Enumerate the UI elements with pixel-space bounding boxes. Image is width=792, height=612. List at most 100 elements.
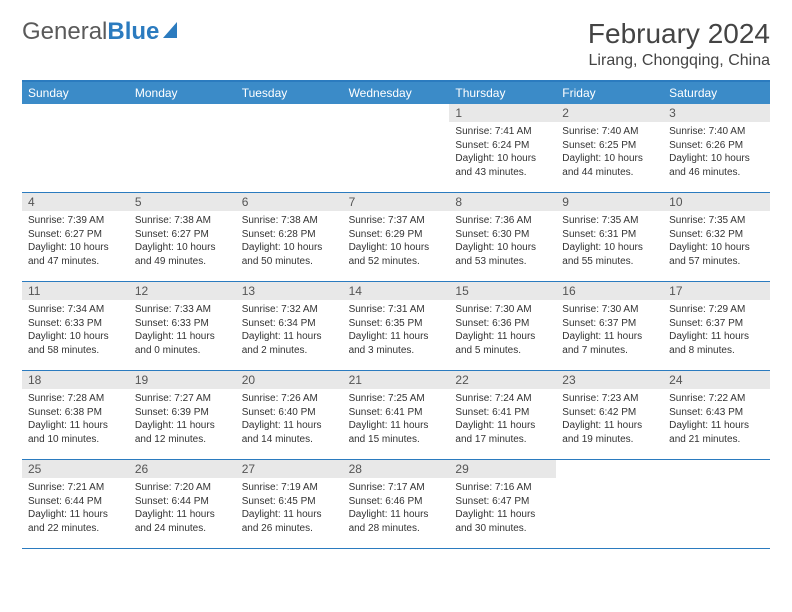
day-body: Sunrise: 7:35 AMSunset: 6:31 PMDaylight:… [556,211,663,274]
weekday-sunday: Sunday [22,82,129,104]
day-22: 22Sunrise: 7:24 AMSunset: 6:41 PMDayligh… [449,371,556,459]
day-number: 19 [129,371,236,389]
day-number: 23 [556,371,663,389]
sunrise: Sunrise: 7:27 AM [135,392,230,406]
sunset: Sunset: 6:36 PM [455,317,550,331]
day-body: Sunrise: 7:30 AMSunset: 6:36 PMDaylight:… [449,300,556,363]
sunrise: Sunrise: 7:25 AM [349,392,444,406]
location: Lirang, Chongqing, China [588,52,770,70]
sunrise: Sunrise: 7:28 AM [28,392,123,406]
daylight: Daylight: 11 hours and 17 minutes. [455,419,550,446]
daylight: Daylight: 11 hours and 22 minutes. [28,508,123,535]
sunrise: Sunrise: 7:32 AM [242,303,337,317]
sunrise: Sunrise: 7:38 AM [242,214,337,228]
day-body: Sunrise: 7:25 AMSunset: 6:41 PMDaylight:… [343,389,450,452]
daylight: Daylight: 11 hours and 30 minutes. [455,508,550,535]
logo-text: GeneralBlue [22,18,159,46]
sunset: Sunset: 6:33 PM [28,317,123,331]
sunset: Sunset: 6:40 PM [242,406,337,420]
daylight: Daylight: 11 hours and 24 minutes. [135,508,230,535]
day-number: 17 [663,282,770,300]
day-body: Sunrise: 7:37 AMSunset: 6:29 PMDaylight:… [343,211,450,274]
daylight: Daylight: 11 hours and 5 minutes. [455,330,550,357]
sunset: Sunset: 6:28 PM [242,228,337,242]
daylight: Daylight: 10 hours and 43 minutes. [455,152,550,179]
day-number: 14 [343,282,450,300]
weekday-saturday: Saturday [663,82,770,104]
daylight: Daylight: 10 hours and 58 minutes. [28,330,123,357]
sunrise: Sunrise: 7:19 AM [242,481,337,495]
daylight: Daylight: 10 hours and 53 minutes. [455,241,550,268]
day-empty [556,460,663,548]
day-9: 9Sunrise: 7:35 AMSunset: 6:31 PMDaylight… [556,193,663,281]
sunrise: Sunrise: 7:23 AM [562,392,657,406]
day-5: 5Sunrise: 7:38 AMSunset: 6:27 PMDaylight… [129,193,236,281]
day-number: 15 [449,282,556,300]
daylight: Daylight: 10 hours and 44 minutes. [562,152,657,179]
logo: GeneralBlue [22,18,177,46]
daylight: Daylight: 11 hours and 2 minutes. [242,330,337,357]
sunrise: Sunrise: 7:40 AM [562,125,657,139]
day-6: 6Sunrise: 7:38 AMSunset: 6:28 PMDaylight… [236,193,343,281]
weekday-monday: Monday [129,82,236,104]
sunset: Sunset: 6:44 PM [28,495,123,509]
day-8: 8Sunrise: 7:36 AMSunset: 6:30 PMDaylight… [449,193,556,281]
sunrise: Sunrise: 7:34 AM [28,303,123,317]
weekday-tuesday: Tuesday [236,82,343,104]
daylight: Daylight: 10 hours and 46 minutes. [669,152,764,179]
daylight: Daylight: 11 hours and 19 minutes. [562,419,657,446]
day-body: Sunrise: 7:26 AMSunset: 6:40 PMDaylight:… [236,389,343,452]
sunset: Sunset: 6:35 PM [349,317,444,331]
day-empty [236,104,343,192]
sunrise: Sunrise: 7:35 AM [669,214,764,228]
day-body: Sunrise: 7:38 AMSunset: 6:27 PMDaylight:… [129,211,236,274]
sunrise: Sunrise: 7:17 AM [349,481,444,495]
calendar: SundayMondayTuesdayWednesdayThursdayFrid… [22,80,770,549]
daylight: Daylight: 11 hours and 28 minutes. [349,508,444,535]
day-11: 11 Sunrise: 7:34 AMSunset: 6:33 PMDayligh… [22,282,129,370]
logo-part2: Blue [107,18,159,45]
day-10: 10Sunrise: 7:35 AMSunset: 6:32 PMDayligh… [663,193,770,281]
daylight: Daylight: 11 hours and 15 minutes. [349,419,444,446]
day-body: Sunrise: 7:28 AMSunset: 6:38 PMDaylight:… [22,389,129,452]
weekday-friday: Friday [556,82,663,104]
day-number: 11 [22,282,129,300]
day-number: 28 [343,460,450,478]
day-7: 7Sunrise: 7:37 AMSunset: 6:29 PMDaylight… [343,193,450,281]
sunset: Sunset: 6:32 PM [669,228,764,242]
day-empty [343,104,450,192]
daylight: Daylight: 10 hours and 55 minutes. [562,241,657,268]
daylight: Daylight: 11 hours and 10 minutes. [28,419,123,446]
day-number: 2 [556,104,663,122]
day-24: 24Sunrise: 7:22 AMSunset: 6:43 PMDayligh… [663,371,770,459]
day-number: 29 [449,460,556,478]
day-26: 26Sunrise: 7:20 AMSunset: 6:44 PMDayligh… [129,460,236,548]
month-title: February 2024 [588,18,770,50]
sunrise: Sunrise: 7:22 AM [669,392,764,406]
week-row: 4Sunrise: 7:39 AMSunset: 6:27 PMDaylight… [22,193,770,282]
day-13: 13Sunrise: 7:32 AMSunset: 6:34 PMDayligh… [236,282,343,370]
daylight: Daylight: 11 hours and 14 minutes. [242,419,337,446]
sunset: Sunset: 6:30 PM [455,228,550,242]
sunrise: Sunrise: 7:21 AM [28,481,123,495]
day-body: Sunrise: 7:16 AMSunset: 6:47 PMDaylight:… [449,478,556,541]
day-body: Sunrise: 7:33 AMSunset: 6:33 PMDaylight:… [129,300,236,363]
day-3: 3Sunrise: 7:40 AMSunset: 6:26 PMDaylight… [663,104,770,192]
day-number: 18 [22,371,129,389]
sunset: Sunset: 6:39 PM [135,406,230,420]
day-19: 19Sunrise: 7:27 AMSunset: 6:39 PMDayligh… [129,371,236,459]
day-29: 29Sunrise: 7:16 AMSunset: 6:47 PMDayligh… [449,460,556,548]
day-27: 27Sunrise: 7:19 AMSunset: 6:45 PMDayligh… [236,460,343,548]
day-body: Sunrise: 7:20 AMSunset: 6:44 PMDaylight:… [129,478,236,541]
day-15: 15Sunrise: 7:30 AMSunset: 6:36 PMDayligh… [449,282,556,370]
sunrise: Sunrise: 7:16 AM [455,481,550,495]
day-body: Sunrise: 7:27 AMSunset: 6:39 PMDaylight:… [129,389,236,452]
sunrise: Sunrise: 7:30 AM [455,303,550,317]
sunset: Sunset: 6:38 PM [28,406,123,420]
sunset: Sunset: 6:27 PM [28,228,123,242]
day-number: 9 [556,193,663,211]
day-1: 1Sunrise: 7:41 AMSunset: 6:24 PMDaylight… [449,104,556,192]
sunrise: Sunrise: 7:38 AM [135,214,230,228]
sunrise: Sunrise: 7:24 AM [455,392,550,406]
day-number: 21 [343,371,450,389]
